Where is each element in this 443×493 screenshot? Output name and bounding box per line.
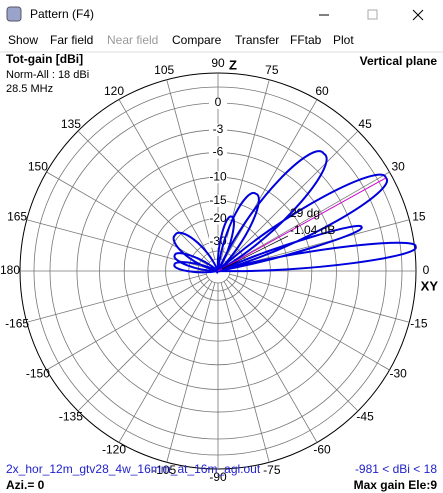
window-title: Pattern (F4)	[30, 7, 94, 21]
angle-label: 45	[358, 117, 372, 131]
spoke	[166, 79, 216, 260]
ring-label-bg	[209, 97, 227, 109]
spoke	[226, 279, 359, 412]
spoke	[223, 281, 318, 443]
menu-item[interactable]: FFtab	[290, 33, 322, 47]
menu-item[interactable]: Compare	[172, 33, 222, 47]
menu-item[interactable]: Plot	[333, 33, 354, 47]
ring-label: -3	[213, 122, 224, 136]
angle-label: -105	[152, 463, 176, 477]
angle-label: 30	[391, 160, 405, 174]
azimuth-label: Azi.= 0	[6, 478, 45, 492]
spoke	[220, 79, 270, 260]
ring-label-bg	[209, 212, 227, 225]
marker-gain: -1.04 dB	[290, 223, 335, 237]
angle-label: -30	[389, 367, 407, 381]
spoke	[46, 171, 208, 266]
angle-label: 0	[423, 263, 430, 277]
angle-label: 60	[315, 84, 329, 98]
ring-label: -15	[209, 193, 227, 207]
ring-label: 0	[215, 95, 222, 109]
max-gain-label: Max gain Ele:9	[354, 478, 438, 492]
spoke	[118, 99, 213, 261]
angle-label: 75	[265, 63, 279, 77]
ring-label-bg	[209, 194, 227, 207]
angle-label: -120	[102, 442, 126, 456]
spoke	[229, 273, 410, 323]
marker-angle: 29 dg	[290, 206, 320, 220]
spoke	[26, 273, 207, 323]
spoke	[223, 99, 318, 261]
max-gain-line	[217, 177, 387, 272]
menu-item[interactable]: Show	[8, 33, 38, 47]
angle-label: 15	[412, 210, 426, 224]
maximize-button[interactable]	[367, 9, 378, 20]
angle-label: 135	[61, 117, 81, 131]
angle-label: -150	[26, 367, 50, 381]
angle-label: 105	[154, 63, 174, 77]
spoke	[166, 282, 216, 463]
spoke	[118, 281, 213, 443]
angle-label: -45	[356, 410, 374, 424]
angle-label: -135	[59, 410, 83, 424]
plane-label: Vertical plane	[360, 54, 438, 68]
ring-label-bg	[209, 146, 227, 159]
menu-item[interactable]: Transfer	[235, 33, 279, 47]
menu-item[interactable]: Far field	[50, 33, 93, 47]
angle-label: 180	[0, 263, 20, 277]
angle-label: -75	[263, 463, 281, 477]
angle-label: -165	[5, 317, 29, 331]
gain-label: Tot-gain [dBi]	[6, 52, 83, 66]
angle-label: -15	[410, 317, 428, 331]
range-label: -981 < dBi < 18	[355, 462, 437, 476]
ring-label: -10	[209, 169, 227, 183]
spoke	[46, 276, 208, 371]
marker-leader	[221, 235, 289, 270]
norm-label: Norm-All : 18 dBi	[6, 69, 89, 81]
title-bar	[0, 0, 443, 30]
spoke	[77, 130, 210, 263]
menu-item: Near field	[107, 33, 158, 47]
ring-label-bg	[209, 123, 227, 136]
frequency-label: 28.5 MHz	[6, 83, 53, 95]
angle-label: 90	[211, 56, 225, 70]
spoke	[228, 276, 390, 371]
angle-label: 150	[28, 160, 48, 174]
xy-axis-label: XY	[421, 278, 439, 293]
spoke	[220, 282, 270, 463]
angle-label: -60	[313, 442, 331, 456]
ring-label: -20	[209, 211, 227, 225]
polar-plot: 0153045607590105120135150165180-165-150-…	[0, 56, 430, 484]
ring-label-bg	[209, 171, 227, 184]
ring-label: -6	[213, 145, 224, 159]
angle-label: -90	[209, 470, 227, 484]
spoke	[226, 130, 359, 263]
file-name: 2x_hor_12m_gtv28_4w_16mm_at_16m_agl.out	[6, 462, 261, 476]
angle-label: 120	[104, 84, 124, 98]
spoke	[228, 171, 390, 266]
close-button[interactable]	[412, 9, 424, 21]
z-axis-label: Z	[229, 57, 237, 72]
spoke	[77, 279, 210, 412]
angle-label: 165	[7, 210, 27, 224]
app-icon	[6, 6, 22, 22]
